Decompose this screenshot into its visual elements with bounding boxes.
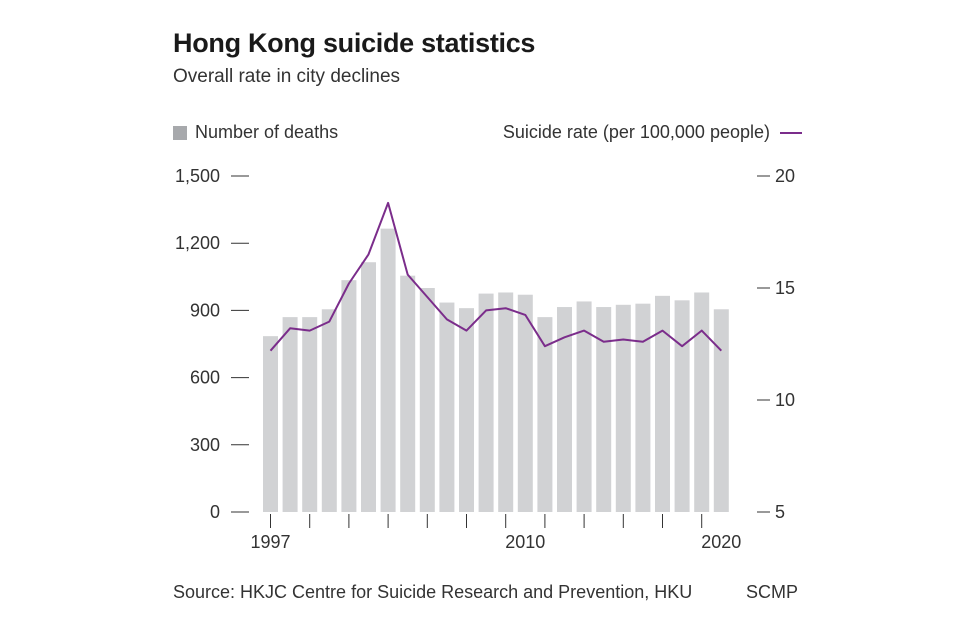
bar-deaths [655, 295, 670, 512]
y-left-tick-label: 1,500 [175, 166, 220, 186]
bar-deaths [361, 262, 376, 512]
bar-deaths [263, 336, 278, 512]
bar-deaths [694, 292, 710, 512]
x-tick-label: 1997 [250, 532, 290, 552]
legend-bar-label: Number of deaths [195, 122, 339, 142]
bar-deaths [615, 304, 631, 512]
bar-deaths [498, 292, 514, 512]
bar-deaths [321, 309, 337, 512]
y-right-tick-label: 10 [775, 390, 795, 410]
y-left-tick-label: 600 [190, 368, 220, 388]
bar-deaths [439, 302, 455, 512]
y-right-tick-label: 15 [775, 278, 795, 298]
bar-deaths [380, 228, 396, 512]
bar-deaths [341, 280, 357, 512]
bar-deaths [478, 293, 494, 512]
bar-deaths [459, 308, 474, 512]
bar-deaths [302, 317, 318, 512]
y-left-tick-label: 900 [190, 300, 220, 320]
bar-deaths [596, 307, 612, 512]
y-left-tick-label: 0 [210, 502, 220, 522]
x-tick-label: 2020 [701, 532, 741, 552]
y-left-tick-label: 300 [190, 435, 220, 455]
source-note: Source: HKJC Centre for Suicide Research… [173, 582, 693, 602]
bar-deaths [400, 275, 416, 512]
chart-title: Hong Kong suicide statistics [173, 28, 536, 58]
y-right-tick-label: 5 [775, 502, 785, 522]
y-right-tick-label: 20 [775, 166, 795, 186]
x-tick-label: 2010 [505, 532, 545, 552]
line-suicide-rate [269, 201, 723, 352]
bar-deaths [537, 317, 553, 512]
bar-deaths [419, 288, 435, 512]
chart-subtitle: Overall rate in city declines [173, 66, 401, 87]
y-left-tick-label: 1,200 [175, 233, 220, 253]
bar-deaths [576, 301, 592, 512]
legend-line-label: Suicide rate (per 100,000 people) [502, 122, 770, 142]
credit-label: SCMP [746, 582, 799, 602]
bar-deaths [635, 303, 651, 512]
bar-deaths [713, 309, 729, 512]
bar-deaths [282, 317, 298, 512]
legend-line: Suicide rate (per 100,000 people) [503, 122, 802, 143]
bar-deaths [674, 300, 690, 512]
legend-bars: Number of deaths [173, 122, 338, 143]
bar-deaths [557, 307, 572, 512]
legend-bar-swatch [173, 125, 187, 140]
legend-line-swatch [780, 131, 802, 134]
bar-deaths [517, 294, 533, 512]
